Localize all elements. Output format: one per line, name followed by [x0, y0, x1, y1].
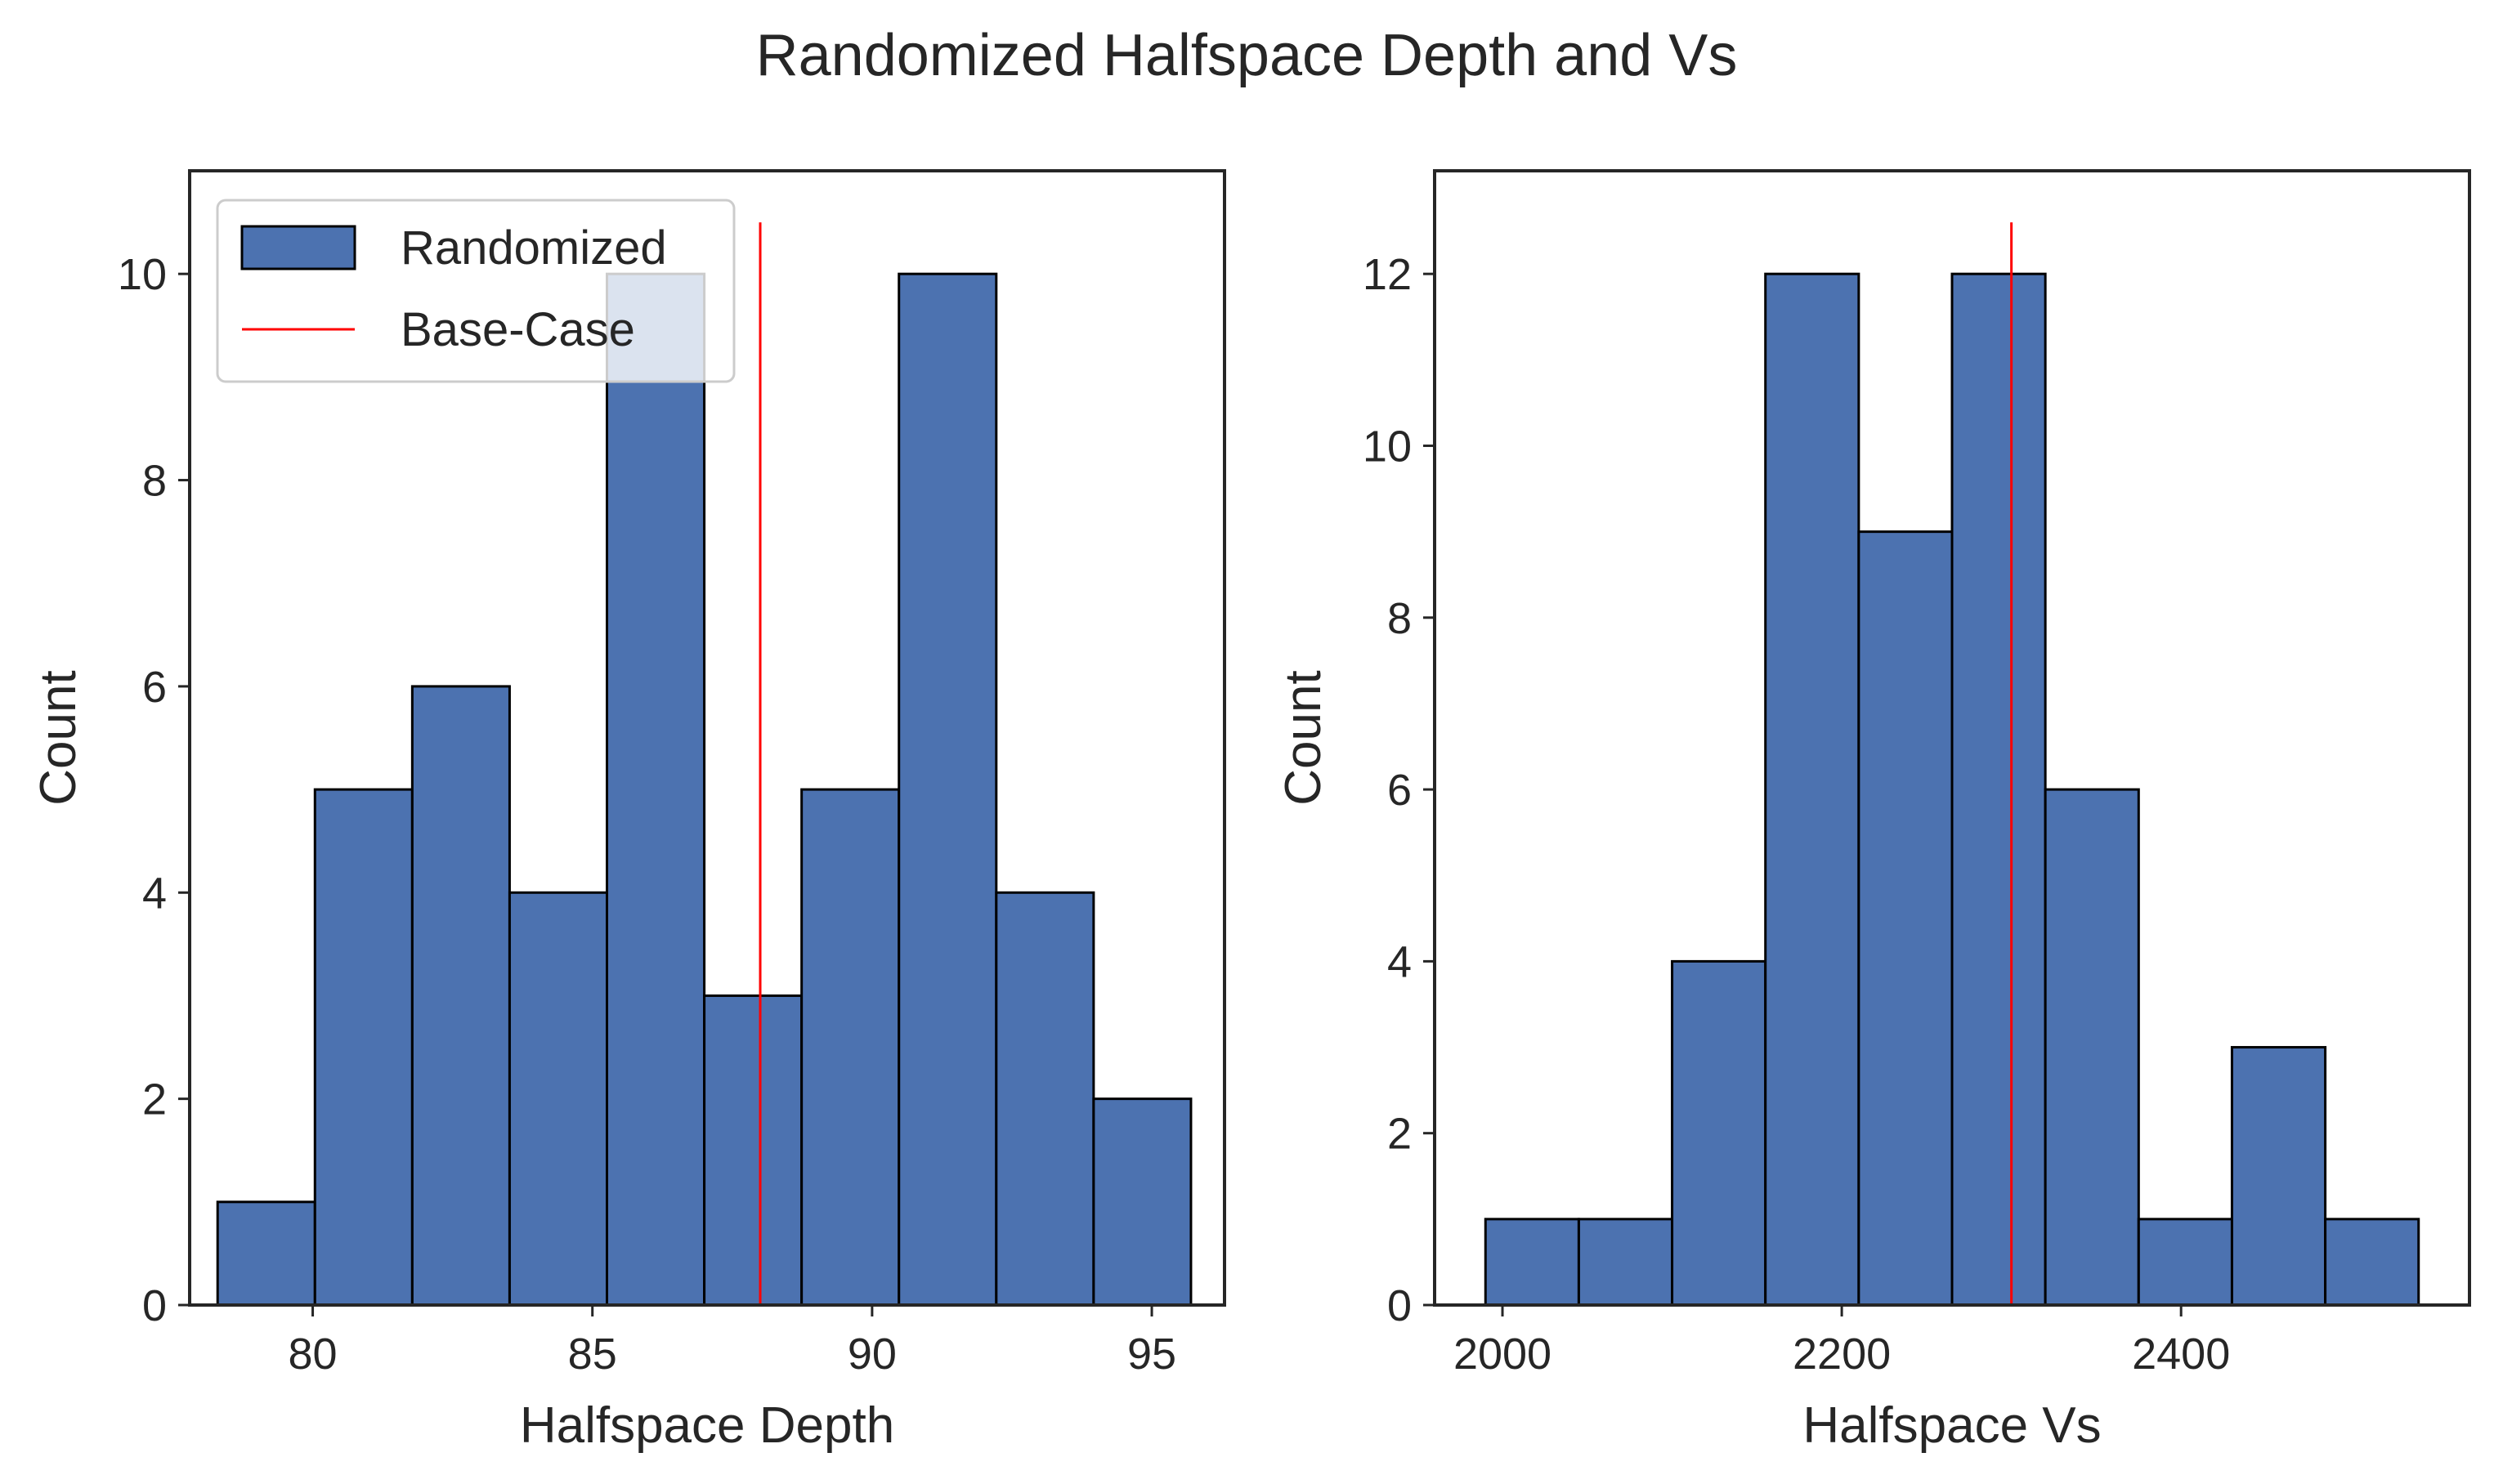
y-tick-label: 2	[142, 1075, 167, 1124]
y-tick-label: 2	[1387, 1110, 1412, 1159]
x-tick-label: 2200	[1793, 1330, 1891, 1379]
histogram-bar	[898, 272, 998, 1307]
depth-histogram-panel: 80 85 90 95 0 2 4 6 8 10 Halfspace Depth Count Rando…	[30, 169, 1226, 1454]
histogram-bar	[1857, 530, 1954, 1307]
x-axis-label: Halfspace Depth	[520, 1397, 894, 1454]
legend-label-base-case: Base-Case	[401, 303, 635, 356]
histogram-bar	[1671, 959, 1767, 1307]
legend-label-randomized: Randomized	[401, 221, 667, 275]
histogram-bar	[1092, 1097, 1193, 1307]
histogram-bar	[703, 994, 804, 1307]
y-tick-label: 10	[1363, 422, 1412, 471]
x-tick-label: 90	[848, 1330, 897, 1379]
axes-frame	[1433, 169, 2471, 1307]
x-tick-label: 85	[568, 1330, 617, 1379]
histogram-bar	[2324, 1218, 2420, 1307]
histogram-bar	[1577, 1218, 1674, 1307]
histogram-bar	[1764, 272, 1860, 1307]
histogram-bar	[1484, 1218, 1580, 1307]
histogram-bar	[995, 891, 1095, 1307]
legend-patch-randomized	[240, 225, 356, 270]
histogram-bar	[606, 272, 706, 1307]
x-tick-label: 2000	[1453, 1330, 1551, 1379]
x-axis-label: Halfspace Vs	[1802, 1397, 2101, 1454]
x-tick-label: 95	[1127, 1330, 1176, 1379]
legend: Randomized Base-Case	[216, 199, 736, 383]
y-tick-label: 6	[1387, 766, 1412, 815]
x-tick-label: 2400	[2132, 1330, 2230, 1379]
vs-histogram-panel: 2000 2200 2400 0 2 4 6 8 10 12 Halfspace Vs Count	[1275, 169, 2471, 1454]
histogram-bar	[1950, 272, 2047, 1307]
histogram-bar	[216, 1200, 316, 1307]
y-axis-label: Count	[1275, 670, 1332, 805]
histogram-bar	[2137, 1218, 2233, 1307]
histogram-bar	[2230, 1046, 2327, 1307]
histogram-bar	[410, 685, 511, 1307]
histogram-bar	[2044, 788, 2140, 1307]
y-axis-label: Count	[30, 670, 87, 805]
y-tick-label: 6	[142, 663, 167, 712]
histogram-bar	[313, 788, 414, 1307]
y-tick-label: 0	[142, 1281, 167, 1330]
y-tick-label: 8	[1387, 594, 1412, 643]
y-tick-label: 4	[1387, 937, 1412, 986]
y-tick-label: 10	[118, 250, 167, 299]
histogram-bar	[800, 788, 901, 1307]
y-tick-label: 0	[1387, 1281, 1412, 1330]
y-tick-label: 4	[142, 869, 167, 918]
axes-frame	[188, 169, 1226, 1307]
y-tick-label: 12	[1363, 250, 1412, 299]
y-tick-label: 8	[142, 457, 167, 506]
histogram-bar	[508, 891, 609, 1307]
figure-title: Randomized Halfspace Depth and Vs	[756, 23, 1738, 88]
x-tick-label: 80	[289, 1330, 338, 1379]
